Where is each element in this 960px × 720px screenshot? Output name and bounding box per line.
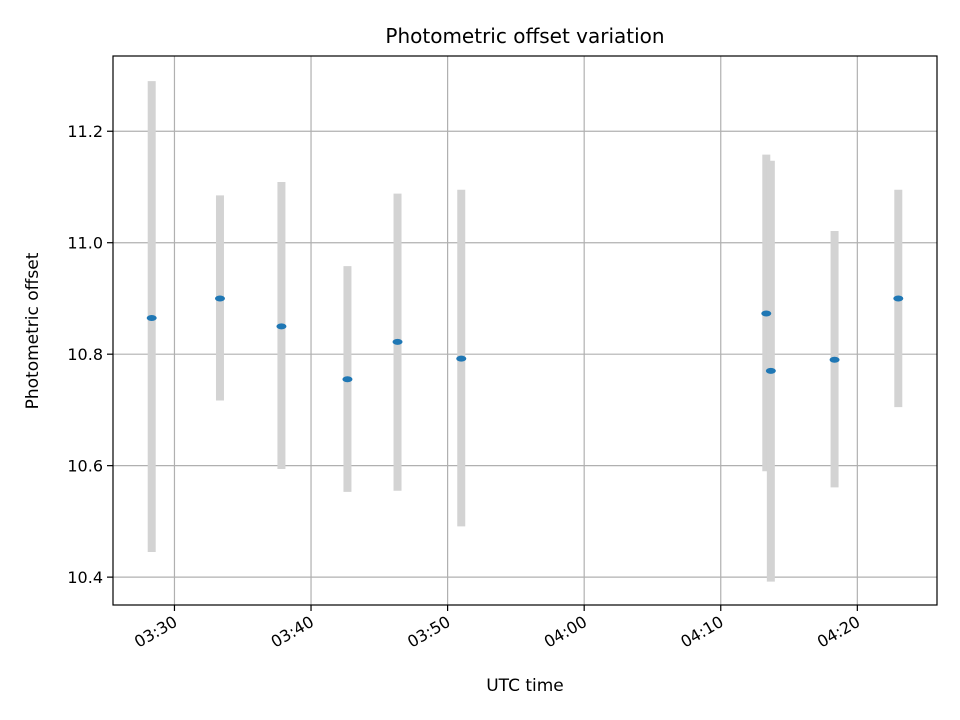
y-tick-label: 11.2 (67, 122, 103, 141)
plot-frame (112, 55, 938, 606)
data-points (146, 295, 904, 383)
data-point (342, 376, 353, 383)
y-tick-label: 10.6 (67, 457, 103, 476)
y-tick-label: 10.8 (67, 345, 103, 364)
data-point (146, 314, 157, 321)
y-axis-ticks: 10.4 10.6 10.8 11.0 11.2 (67, 122, 113, 587)
grid (113, 56, 937, 605)
y-axis-label: Photometric offset (23, 252, 43, 409)
data-point (893, 295, 904, 302)
data-point (456, 355, 467, 362)
data-point (829, 356, 840, 363)
data-point (276, 323, 287, 330)
y-tick-label: 10.4 (67, 568, 103, 587)
chart-title: Photometric offset variation (385, 24, 664, 48)
x-axis-label: UTC time (486, 676, 564, 696)
data-point (214, 295, 225, 302)
data-point (761, 310, 772, 317)
y-tick-label: 11.0 (67, 234, 103, 253)
data-point (765, 367, 776, 374)
data-point (392, 338, 403, 345)
